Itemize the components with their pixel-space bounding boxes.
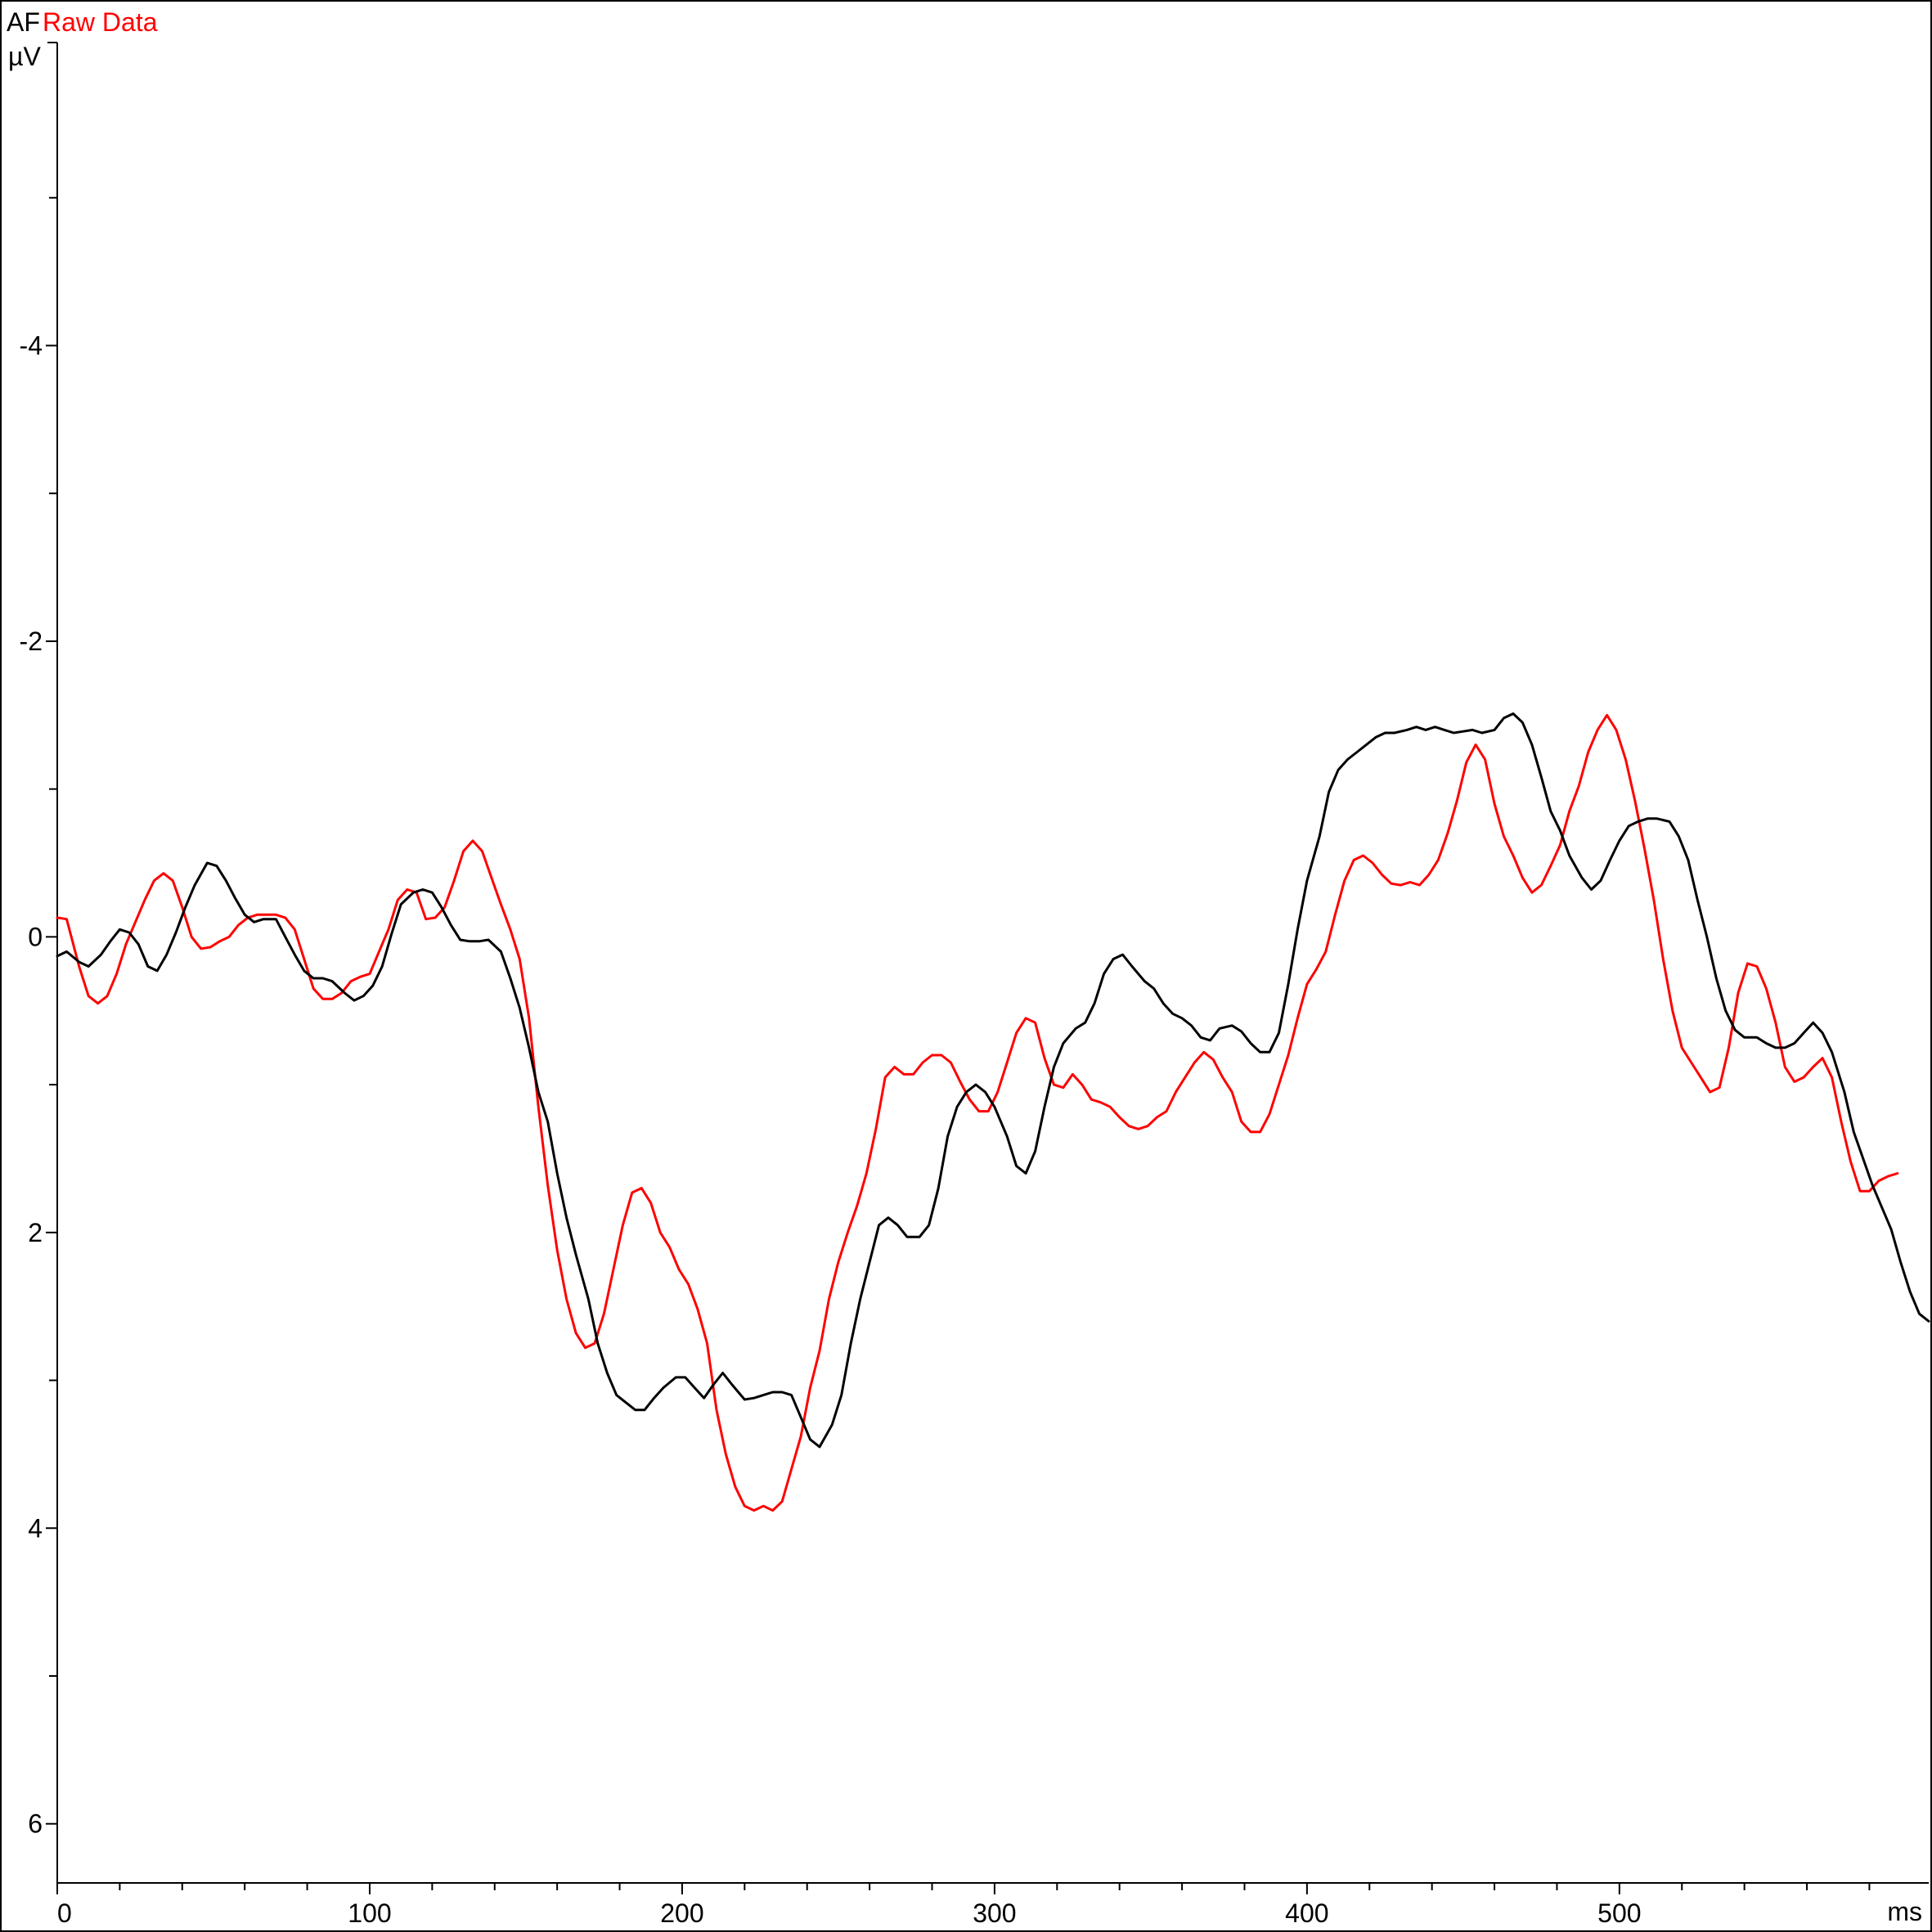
x-tick-label: 300	[973, 1898, 1016, 1928]
channel-label: AF	[7, 7, 40, 37]
x-tick-label: 100	[348, 1898, 391, 1928]
y-tick-label: 4	[28, 1513, 43, 1543]
y-tick-label: 6	[28, 1809, 43, 1839]
y-axis-unit: µV	[8, 42, 41, 71]
x-tick-label: 400	[1285, 1898, 1328, 1928]
y-tick-label: 2	[28, 1218, 43, 1247]
legend-label: Raw Data	[43, 7, 158, 37]
x-tick-label: 0	[57, 1898, 72, 1928]
x-axis-unit: ms	[1887, 1897, 1922, 1926]
x-ticks: 0 100 200 300 400 500	[56, 1883, 1871, 1928]
x-tick-label: 200	[660, 1898, 703, 1928]
y-tick-label: -4	[20, 330, 43, 360]
series-line-2	[56, 713, 1899, 1512]
y-tick-label: 0	[28, 922, 43, 951]
axes	[47, 42, 1929, 1884]
x-tick-label: 500	[1597, 1898, 1641, 1928]
series-line-1	[56, 712, 1930, 1449]
y-tick-label: -2	[20, 627, 43, 656]
series-group	[56, 712, 1930, 1512]
y-ticks: -4 -2 0 2 4 6	[20, 196, 57, 1839]
